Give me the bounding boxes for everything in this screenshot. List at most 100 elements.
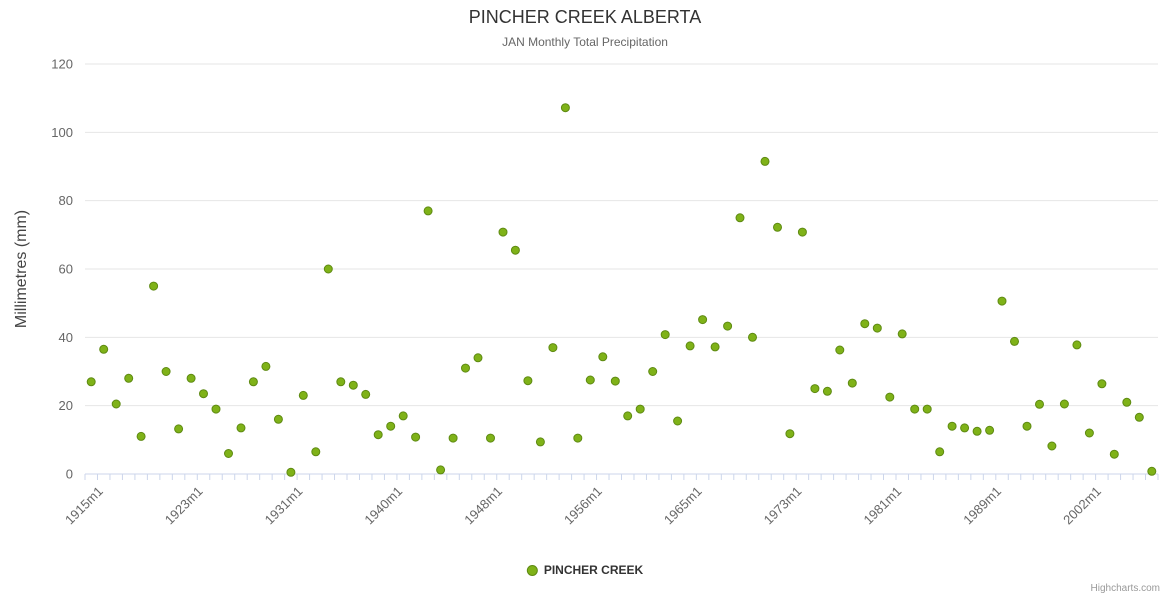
chart-subtitle: JAN Monthly Total Precipitation xyxy=(502,35,668,49)
data-point[interactable] xyxy=(461,363,470,373)
data-point[interactable] xyxy=(224,449,233,458)
data-point[interactable] xyxy=(897,329,907,339)
x-axis-tick-label: 1973m1 xyxy=(761,484,805,528)
data-point[interactable] xyxy=(149,281,159,291)
data-point[interactable] xyxy=(710,342,720,352)
data-point[interactable] xyxy=(997,296,1007,306)
data-point[interactable] xyxy=(972,426,982,436)
data-point[interactable] xyxy=(261,361,271,371)
data-point[interactable] xyxy=(1072,340,1082,350)
data-point[interactable] xyxy=(660,330,670,340)
data-point[interactable] xyxy=(211,404,221,414)
data-point[interactable] xyxy=(510,245,520,255)
data-point[interactable] xyxy=(336,377,346,387)
data-point[interactable] xyxy=(735,213,745,223)
data-point[interactable] xyxy=(161,367,171,376)
data-point[interactable] xyxy=(323,264,333,274)
x-axis-tick-label: 1915m1 xyxy=(62,484,106,528)
data-point[interactable] xyxy=(1084,428,1094,438)
data-point[interactable] xyxy=(1010,336,1019,346)
y-axis-tick-label: 60 xyxy=(59,262,73,277)
data-point[interactable] xyxy=(1097,379,1107,389)
data-point[interactable] xyxy=(498,227,508,237)
data-point[interactable] xyxy=(411,432,421,442)
data-point[interactable] xyxy=(174,424,184,434)
data-point[interactable] xyxy=(1035,399,1044,409)
data-point[interactable] xyxy=(473,353,483,363)
data-point[interactable] xyxy=(111,399,121,409)
data-point[interactable] xyxy=(1047,441,1057,451)
data-point[interactable] xyxy=(1134,412,1144,422)
data-point[interactable] xyxy=(99,344,109,354)
data-point[interactable] xyxy=(922,404,932,414)
legend-item[interactable]: PINCHER CREEK xyxy=(526,563,644,577)
legend-marker-icon xyxy=(526,564,538,576)
y-axis-tick-label: 120 xyxy=(51,57,73,72)
data-point[interactable] xyxy=(523,376,533,386)
data-point[interactable] xyxy=(199,389,208,399)
data-point[interactable] xyxy=(935,447,945,457)
legend-label: PINCHER CREEK xyxy=(543,563,644,577)
data-point[interactable] xyxy=(373,430,383,440)
data-point[interactable] xyxy=(610,376,620,386)
data-point[interactable] xyxy=(298,390,308,400)
data-point[interactable] xyxy=(1022,421,1032,431)
data-point[interactable] xyxy=(723,321,733,331)
data-point[interactable] xyxy=(885,392,895,402)
data-point[interactable] xyxy=(872,323,882,333)
data-point[interactable] xyxy=(448,433,458,443)
data-point[interactable] xyxy=(398,411,408,421)
data-point[interactable] xyxy=(436,465,446,475)
data-point[interactable] xyxy=(773,222,782,232)
data-point[interactable] xyxy=(535,437,545,447)
data-point[interactable] xyxy=(797,227,807,237)
data-point[interactable] xyxy=(648,367,658,376)
data-point[interactable] xyxy=(673,416,683,426)
data-point[interactable] xyxy=(1109,449,1119,459)
data-point[interactable] xyxy=(86,377,96,387)
credits-link[interactable]: Highcharts.com xyxy=(1090,583,1160,594)
data-point[interactable] xyxy=(985,425,995,435)
x-axis-tick-label: 1965m1 xyxy=(661,484,705,528)
data-point[interactable] xyxy=(760,156,770,166)
x-axis-tick-label: 1948m1 xyxy=(461,484,505,528)
data-point[interactable] xyxy=(573,433,583,443)
data-point[interactable] xyxy=(486,433,495,443)
data-point[interactable] xyxy=(835,345,845,355)
data-point[interactable] xyxy=(1147,466,1157,476)
data-point[interactable] xyxy=(635,404,645,414)
data-point[interactable] xyxy=(248,377,258,387)
data-point[interactable] xyxy=(236,423,246,433)
data-point[interactable] xyxy=(910,404,920,414)
data-point[interactable] xyxy=(598,352,608,362)
data-point[interactable] xyxy=(348,380,358,390)
data-point[interactable] xyxy=(361,389,371,399)
data-point[interactable] xyxy=(560,103,570,113)
data-point[interactable] xyxy=(847,378,857,388)
data-point[interactable] xyxy=(748,332,757,342)
data-point[interactable] xyxy=(186,373,196,383)
data-point[interactable] xyxy=(860,319,870,329)
data-point[interactable] xyxy=(1122,397,1132,407)
data-point[interactable] xyxy=(698,315,708,325)
data-point[interactable] xyxy=(822,386,832,396)
data-point[interactable] xyxy=(785,429,795,439)
data-point[interactable] xyxy=(810,384,820,394)
x-axis-tick-label: 1981m1 xyxy=(861,484,905,528)
x-axis-tick-label: 1989m1 xyxy=(960,484,1004,528)
data-point[interactable] xyxy=(947,421,957,431)
data-point[interactable] xyxy=(960,423,970,433)
data-point[interactable] xyxy=(311,447,321,457)
data-point[interactable] xyxy=(136,431,146,441)
data-point[interactable] xyxy=(423,206,433,216)
data-point[interactable] xyxy=(286,467,296,477)
data-point[interactable] xyxy=(386,421,396,431)
data-point[interactable] xyxy=(1059,399,1069,409)
data-point[interactable] xyxy=(124,373,134,383)
data-point[interactable] xyxy=(273,414,283,424)
data-point[interactable] xyxy=(585,375,595,385)
data-point[interactable] xyxy=(548,343,558,353)
data-point[interactable] xyxy=(685,341,695,351)
data-point[interactable] xyxy=(623,411,633,421)
